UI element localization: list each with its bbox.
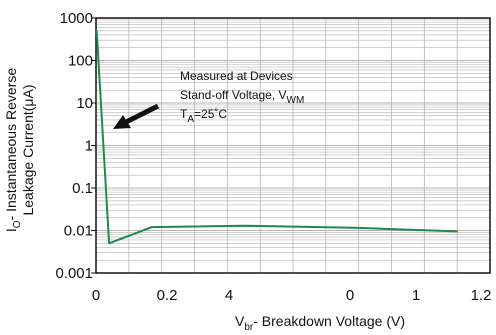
y-tick-label: 1000: [60, 10, 93, 27]
data-point: [243, 224, 245, 227]
y-tick-label: 0.001: [55, 265, 93, 282]
y-tick-label: 0.1: [72, 180, 93, 197]
x-tick-label: 1: [412, 287, 420, 304]
y-axis-label-line-1: IO- Instantaneous Reverse: [3, 68, 23, 232]
data-point: [357, 227, 360, 229]
data-point: [151, 226, 153, 228]
annotation: Measured at Devices Stand-off Voltage, V…: [113, 69, 304, 129]
x-axis-label: Vbr- Breakdown Voltage (V): [235, 313, 405, 333]
x-tick-label: 0: [92, 287, 100, 304]
annotation-line-2: Stand-off Voltage, VWM: [180, 88, 304, 106]
y-tick-label: 10: [76, 95, 93, 112]
x-tick-label: 1.2: [471, 287, 492, 304]
x-tick-label: 0: [346, 287, 354, 304]
y-tick-label: 0.01: [64, 223, 93, 240]
data-point: [108, 242, 110, 245]
annotation-arrow-head: [113, 115, 131, 129]
annotation-line-3: TA=25˚C: [180, 107, 227, 125]
data-point: [456, 230, 459, 233]
x-tick-label: 4: [225, 287, 233, 304]
y-axis-label-line-2: Leakage Current(μA): [20, 84, 36, 215]
y-tick-labels: 0.001 0.01 0.1 1 10 100 1000: [55, 10, 96, 282]
data-point: [95, 30, 98, 32]
y-tick-label: 1: [85, 138, 93, 155]
series-group: [95, 30, 459, 245]
annotation-line-1: Measured at Devices: [180, 69, 293, 83]
gridlines: [96, 18, 490, 273]
annotation-arrow-shaft: [124, 103, 160, 125]
y-tick-label: 100: [68, 53, 93, 70]
x-tick-label: 0.2: [157, 287, 178, 304]
x-tick-labels: 0 0.2 4 0 1 1.2: [92, 287, 492, 304]
series-line: [95, 30, 458, 245]
